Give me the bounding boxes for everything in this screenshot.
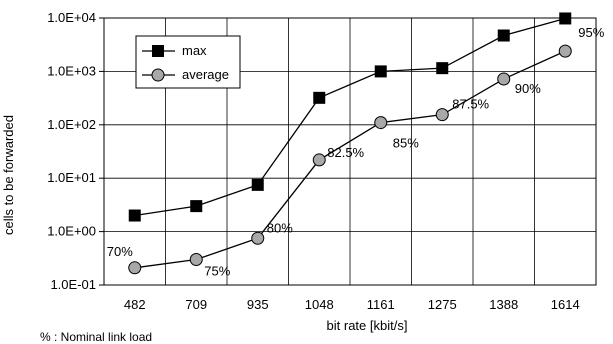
load-annotation: 75% <box>204 264 230 279</box>
legend-max-marker <box>152 45 164 57</box>
load-annotation: 85% <box>393 136 419 151</box>
x-tick-label: 1275 <box>428 297 457 312</box>
data-point-average <box>189 253 203 267</box>
x-tick-label: 935 <box>247 297 269 312</box>
legend-average-marker <box>151 68 165 82</box>
grid <box>103 17 597 286</box>
x-tick-label: 1161 <box>367 297 395 312</box>
y-tick-label: 1.0E+00 <box>47 224 96 239</box>
load-annotation: 87.5% <box>452 97 489 112</box>
data-point-average <box>251 231 265 245</box>
legend-average-label: average <box>182 67 229 82</box>
series-line-average <box>134 50 566 269</box>
data-point-average <box>435 108 449 122</box>
data-point-max <box>190 200 203 213</box>
load-annotation: 90% <box>515 81 541 96</box>
x-tick-label: 1388 <box>489 297 518 312</box>
load-note: % : Nominal link load <box>40 330 152 344</box>
x-tick-label: 1614 <box>551 297 580 312</box>
x-tick-label: 1048 <box>305 297 334 312</box>
data-point-max <box>497 29 510 42</box>
plot-area <box>128 12 572 275</box>
data-point-average <box>128 261 142 275</box>
legend-max-label: max <box>182 43 207 58</box>
data-point-max <box>313 91 326 104</box>
x-tick-label: 482 <box>124 297 146 312</box>
y-tick-label: 1.0E+03 <box>47 63 96 78</box>
data-point-average <box>374 116 388 130</box>
data-point-max <box>559 12 572 25</box>
x-tick-label: 709 <box>185 297 207 312</box>
load-annotation: 70% <box>107 244 133 259</box>
y-tick-label: 1.0E+04 <box>47 10 96 25</box>
load-annotation: 82.5% <box>327 145 364 160</box>
x-axis: 482 709 935 1048 1161 1275 1388 1614 <box>124 297 580 312</box>
data-point-average <box>312 153 326 167</box>
x-axis-label: bit rate [kbit/s] <box>327 318 408 333</box>
y-tick-label: 1.0E-01 <box>50 277 96 292</box>
series-line-max <box>134 17 566 217</box>
data-point-max <box>374 65 387 78</box>
legend: max average <box>135 35 241 89</box>
y-tick-label: 1.0E+02 <box>47 117 96 132</box>
load-annotation: 95% <box>578 25 604 40</box>
y-axis: 1.0E-01 1.0E+00 1.0E+01 1.0E+02 1.0E+03 1.0E+… <box>47 10 104 292</box>
data-point-average <box>497 72 511 86</box>
data-point-average <box>558 44 572 58</box>
y-axis-label: cells to be forwarded <box>1 115 16 235</box>
data-point-max <box>436 62 449 75</box>
y-tick-label: 1.0E+01 <box>47 170 96 185</box>
data-point-max <box>251 178 264 191</box>
data-point-max <box>128 209 141 222</box>
load-annotation: 80% <box>267 220 293 235</box>
annotations: 70% 75% 80% 82.5% 85% 87.5% 90% 95% <box>107 25 605 278</box>
